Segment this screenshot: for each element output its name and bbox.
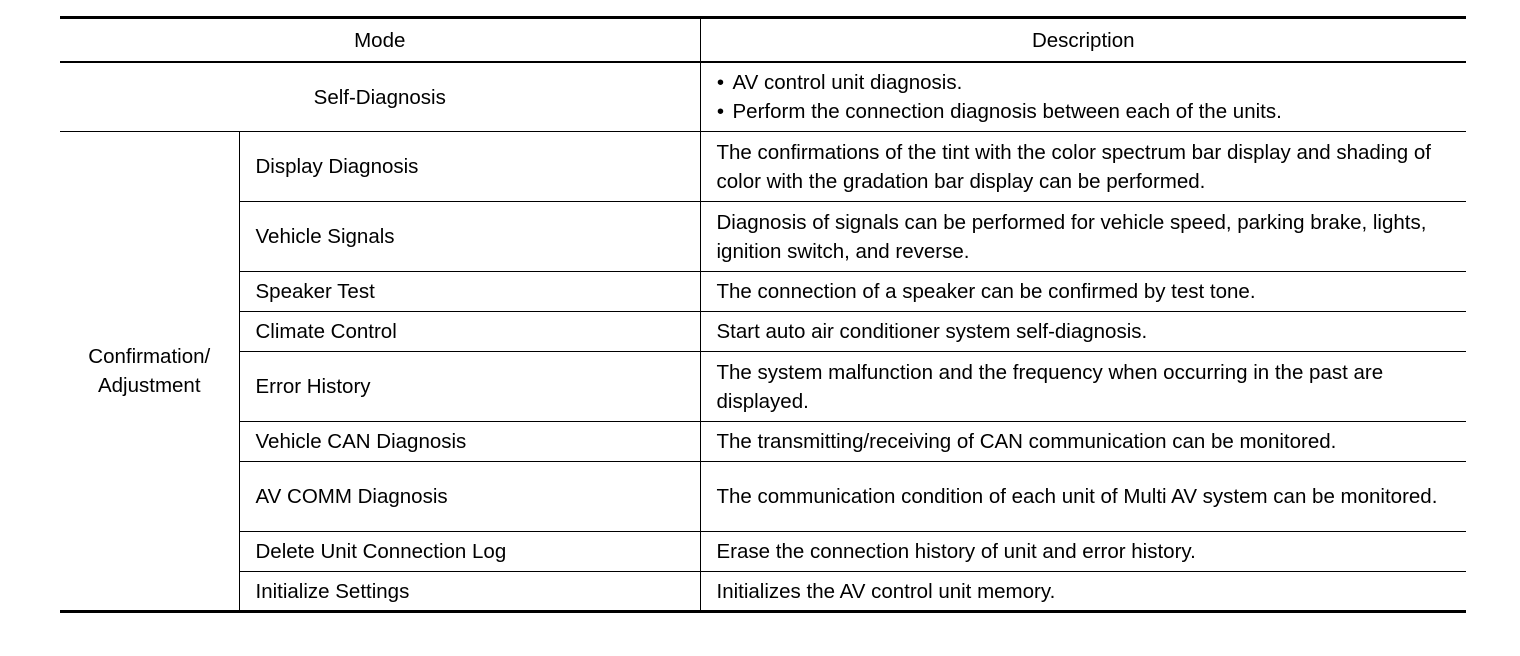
description-cell: The connection of a speaker can be confi… <box>699 271 1466 312</box>
self-diagnosis-description: AV control unit diagnosis. Perform the c… <box>699 61 1466 132</box>
mode-cell: Vehicle CAN Diagnosis <box>239 421 701 462</box>
description-cell: The confirmations of the tint with the c… <box>699 131 1466 202</box>
mode-cell: AV COMM Diagnosis <box>239 461 701 532</box>
bullet-item: AV control unit diagnosis. <box>717 68 1451 97</box>
table-row: Speaker Test The connection of a speaker… <box>60 271 1466 312</box>
bullet-item: Perform the connection diagnosis between… <box>717 97 1451 126</box>
mode-cell: Display Diagnosis <box>238 131 701 202</box>
table-row: Vehicle Signals Diagnosis of signals can… <box>60 201 1466 272</box>
table-row: Climate Control Start auto air condition… <box>60 311 1466 352</box>
table-row: Error History The system malfunction and… <box>60 351 1466 422</box>
description-cell: Erase the connection history of unit and… <box>699 531 1466 572</box>
description-cell: Start auto air conditioner system self-d… <box>699 311 1466 352</box>
table-row: Initialize Settings Initializes the AV c… <box>60 571 1466 612</box>
table-row: Vehicle CAN Diagnosis The transmitting/r… <box>60 421 1466 462</box>
description-cell: The system malfunction and the frequency… <box>699 351 1466 422</box>
description-cell: Diagnosis of signals can be performed fo… <box>699 201 1466 272</box>
mode-cell: Delete Unit Connection Log <box>239 531 701 572</box>
header-mode: Mode <box>60 17 701 63</box>
header-row: Mode Description <box>60 17 1466 63</box>
description-cell: Initializes the AV control unit memory. <box>699 571 1466 612</box>
table-row: Confirmation/ Adjustment Display Diagnos… <box>60 131 1466 612</box>
description-cell: The communication condition of each unit… <box>699 461 1466 532</box>
group-label: Confirmation/ Adjustment <box>60 131 240 612</box>
table-row: AV COMM Diagnosis The communication cond… <box>60 461 1466 532</box>
mode-cell: Vehicle Signals <box>239 201 701 272</box>
mode-cell: Error History <box>239 351 701 422</box>
header-description: Description <box>699 17 1466 63</box>
mode-description-table: Mode Description Self-Diagnosis AV contr… <box>60 16 1466 613</box>
table-row: Self-Diagnosis AV control unit diagnosis… <box>60 61 1466 132</box>
description-cell: The transmitting/receiving of CAN commun… <box>699 421 1466 462</box>
self-diagnosis-mode: Self-Diagnosis <box>60 61 701 132</box>
mode-cell: Speaker Test <box>239 271 701 312</box>
table-row: Delete Unit Connection Log Erase the con… <box>60 531 1466 572</box>
mode-cell: Initialize Settings <box>239 571 701 612</box>
mode-cell: Climate Control <box>239 311 701 352</box>
